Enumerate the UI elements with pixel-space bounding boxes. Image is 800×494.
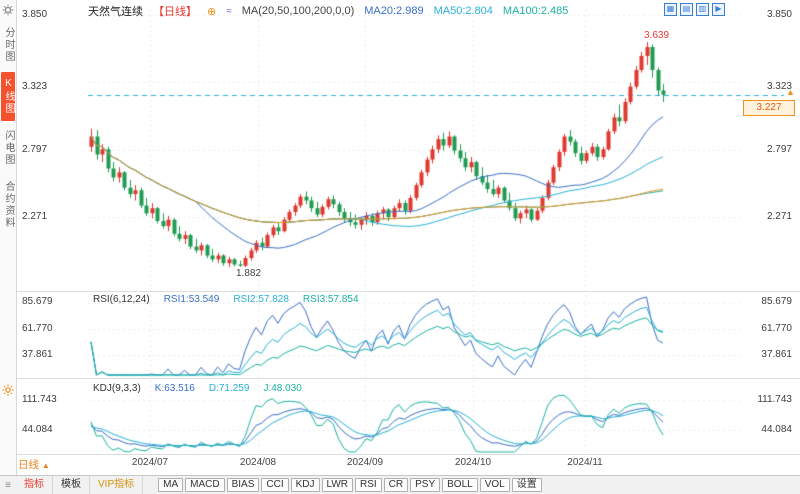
indicator-button-kdj[interactable]: KDJ bbox=[290, 478, 320, 492]
price-axis-label: 3.850 bbox=[766, 9, 792, 20]
panel-separator bbox=[16, 454, 800, 455]
price-axis-label: 3.323 bbox=[766, 81, 792, 92]
rsi-axis-label: 85.679 bbox=[761, 296, 792, 307]
ma-settings-label: MA(20,50,100,200,0,0) bbox=[241, 5, 355, 17]
kdj-k-value: K:63.516 bbox=[154, 383, 195, 394]
period-label: 日线 bbox=[18, 459, 39, 471]
indicator-button-macd[interactable]: MACD bbox=[185, 478, 225, 492]
period-up-icon: ▲ bbox=[41, 461, 50, 470]
ma100-value: MA100:2.485 bbox=[502, 5, 569, 17]
month-label: 2024/08 bbox=[239, 457, 277, 468]
kdj-axis-label: 44.084 bbox=[761, 424, 792, 435]
low-price-annotation: 1.882 bbox=[236, 268, 262, 279]
price-axis-label: 2.797 bbox=[22, 144, 48, 155]
kdj-pane-header: KDJ(9,3,3) K:63.516 D:71.259 J:48.030 bbox=[93, 383, 302, 394]
month-label: 2024/07 bbox=[131, 457, 169, 468]
indicator-button-cr[interactable]: CR bbox=[383, 478, 409, 492]
rsi-axis-label: 37.861 bbox=[761, 349, 792, 360]
price-axis-label: 2.271 bbox=[766, 211, 792, 222]
layout-switcher: ▦ ▤ ▥ ▶ bbox=[664, 3, 725, 16]
kdj-axis-label: 44.084 bbox=[22, 424, 53, 435]
period-tag: 【日线】 bbox=[153, 6, 197, 18]
price-axis-label: 2.271 bbox=[22, 211, 48, 222]
chart-header: 天然气连续 【日线】 ⊕ ≈ MA(20,50,100,200,0,0) MA2… bbox=[88, 3, 568, 19]
panel-separator bbox=[16, 378, 800, 379]
tab-vip-indicators[interactable]: VIP指标 bbox=[90, 476, 144, 494]
high-price-annotation: 3.639 bbox=[644, 30, 670, 41]
indicator-button-boll[interactable]: BOLL bbox=[442, 478, 478, 492]
last-price-arrow-icon: ▲ bbox=[786, 87, 795, 97]
symbol-name: 天然气连续 bbox=[88, 6, 143, 18]
rsi-pane-header: RSI(6,12,24) RSI1:53.549 RSI2:57.828 RSI… bbox=[93, 294, 359, 305]
indicator-toolbar: ≡ 指标 模板 VIP指标 MA MACD BIAS CCI KDJ LWR R… bbox=[0, 475, 800, 494]
tab-indicators[interactable]: 指标 bbox=[16, 476, 53, 494]
sidebar-item-flash-chart[interactable]: 闪电图 bbox=[3, 130, 14, 166]
month-label: 2024/11 bbox=[567, 457, 603, 468]
sidebar-item-time-chart[interactable]: 分时图 bbox=[3, 27, 14, 63]
indicator-button-rsi[interactable]: RSI bbox=[355, 478, 382, 492]
indicator-button-cci[interactable]: CCI bbox=[261, 478, 289, 492]
price-axis-label: 3.323 bbox=[22, 81, 48, 92]
rsi3-value: RSI3:57.854 bbox=[302, 294, 359, 305]
month-label: 2024/09 bbox=[346, 457, 384, 468]
kdj-axis-label: 111.743 bbox=[757, 394, 792, 405]
month-label: 2024/10 bbox=[454, 457, 492, 468]
rsi2-value: RSI2:57.828 bbox=[233, 294, 289, 305]
tab-templates[interactable]: 模板 bbox=[53, 476, 90, 494]
kdj-axis-label: 111.743 bbox=[22, 394, 57, 405]
sidebar-item-contract-info[interactable]: 合约资料 bbox=[3, 181, 14, 229]
indicator-button-vol[interactable]: VOL bbox=[479, 478, 510, 492]
grid-layout-icon[interactable]: ▦ bbox=[664, 3, 677, 16]
sidebar-item-kline-chart[interactable]: K线图 bbox=[1, 72, 15, 121]
indicator-button-lwr[interactable]: LWR bbox=[321, 478, 353, 492]
period-selector[interactable]: 日线 ▲ bbox=[18, 457, 50, 472]
rsi1-value: RSI1:53.549 bbox=[163, 294, 220, 305]
indicator-button-ma[interactable]: MA bbox=[158, 478, 184, 492]
plus-icon[interactable]: ⊕ bbox=[207, 5, 217, 18]
menu-icon[interactable]: ≡ bbox=[5, 479, 11, 491]
kdj-d-value: D:71.259 bbox=[208, 383, 250, 394]
price-axis-label: 2.797 bbox=[766, 144, 792, 155]
last-price-marker: 3.227 bbox=[743, 100, 795, 116]
settings-button[interactable]: 设置 bbox=[511, 478, 542, 492]
split-side-icon[interactable]: ▥ bbox=[696, 3, 709, 16]
ma-indicator-icon: ≈ bbox=[226, 5, 232, 17]
price-axis-label: 3.850 bbox=[22, 9, 48, 20]
chart-type-sidebar: 分时图 K线图 闪电图 合约资料 bbox=[0, 0, 17, 476]
rsi-title: RSI(6,12,24) bbox=[93, 294, 150, 305]
kdj-j-value: J:48.030 bbox=[263, 383, 302, 394]
rsi-axis-label: 61.770 bbox=[22, 323, 53, 334]
split-top-icon[interactable]: ▤ bbox=[680, 3, 693, 16]
indicator-button-psy[interactable]: PSY bbox=[410, 478, 441, 492]
ma50-value: MA50:2.804 bbox=[433, 5, 493, 17]
indicator-button-bias[interactable]: BIAS bbox=[226, 478, 260, 492]
ma20-value: MA20:2.989 bbox=[364, 5, 424, 17]
rsi-axis-label: 61.770 bbox=[761, 323, 792, 334]
rsi-axis-label: 37.861 bbox=[22, 349, 53, 360]
panel-separator bbox=[16, 291, 800, 292]
gear-icon[interactable] bbox=[0, 2, 16, 18]
next-layout-icon[interactable]: ▶ bbox=[712, 3, 725, 16]
rsi-axis-label: 85.679 bbox=[22, 296, 53, 307]
kdj-title: KDJ(9,3,3) bbox=[93, 383, 141, 394]
sun-icon[interactable] bbox=[2, 384, 14, 399]
